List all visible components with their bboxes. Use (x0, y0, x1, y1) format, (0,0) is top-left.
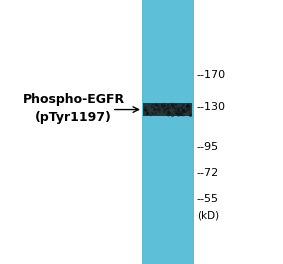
Text: --55: --55 (197, 194, 219, 204)
Text: --170: --170 (197, 70, 226, 80)
Bar (142, 0, 194, 264)
Bar (144, 0, 192, 264)
Text: --130: --130 (197, 102, 226, 112)
Text: Phospho-EGFR: Phospho-EGFR (23, 92, 125, 106)
Text: --72: --72 (197, 168, 219, 178)
Text: --95: --95 (197, 142, 219, 152)
Text: (pTyr1197): (pTyr1197) (35, 111, 112, 124)
Text: (kD): (kD) (197, 210, 219, 220)
Bar (143, 103, 192, 116)
